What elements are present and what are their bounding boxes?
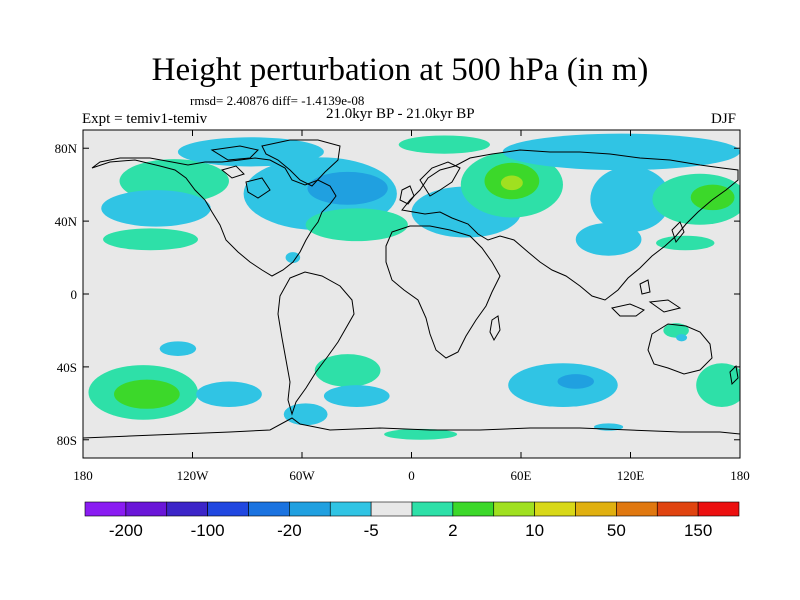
anomaly-region-6 (305, 208, 408, 242)
x-tick-label: 120E (617, 468, 645, 483)
x-tick-label: 180 (730, 468, 750, 483)
anomaly-region-18 (285, 252, 301, 264)
anomaly-region-21 (114, 379, 180, 409)
anomaly-region-10 (500, 175, 523, 191)
x-tick-label: 180 (73, 468, 93, 483)
anomaly-region-29 (384, 428, 458, 440)
coast-british-isles (399, 185, 415, 205)
colorbar-box-2 (166, 501, 208, 517)
colorbar-label: -200 (109, 521, 143, 540)
anomaly-region-22 (196, 381, 262, 407)
colorbar-box-11 (534, 501, 576, 517)
coast-hudson-bay (245, 177, 271, 199)
stats-subtitle: rmsd= 2.40876 diff= -1.4139e-08 (190, 93, 365, 108)
experiment-label: Expt = temiv1-temiv (82, 111, 208, 127)
coast-australia (647, 323, 713, 375)
map-title: Height perturbation at 500 hPa (in m) (151, 52, 649, 88)
anomaly-region-4 (307, 171, 388, 205)
coast-madagascar (489, 315, 501, 342)
x-tick-label: 60E (511, 468, 532, 483)
colorbar-box-4 (248, 501, 290, 517)
y-tick-label: 0 (71, 287, 78, 302)
anomaly-field (88, 133, 740, 440)
coast-japan (671, 221, 685, 244)
y-tick-label: 40N (55, 214, 78, 229)
colorbar-label: 10 (525, 521, 544, 540)
anomaly-region-28 (696, 363, 740, 407)
colorbar-box-3 (207, 501, 249, 517)
colorbar-box-0 (84, 501, 127, 517)
colorbar-label: 50 (607, 521, 626, 540)
colorbar-box-14 (656, 501, 699, 517)
y-tick-label: 80N (55, 141, 78, 156)
anomaly-region-12 (502, 133, 740, 171)
colorbar-box-13 (616, 501, 658, 517)
colorbar-box-12 (575, 501, 617, 517)
colorbar-box-9 (452, 501, 495, 517)
anomaly-region-5 (177, 137, 324, 167)
colorbar-label: -5 (364, 521, 379, 540)
anomaly-region-2 (103, 228, 198, 251)
colorbar-box-7 (370, 501, 413, 517)
coast-south-america (277, 271, 355, 416)
anomaly-region-14 (575, 222, 642, 256)
anomaly-region-23 (314, 354, 381, 387)
anomaly-region-19 (159, 341, 197, 356)
anomaly-region-16 (690, 184, 735, 211)
coast-arctic-islands (210, 145, 259, 179)
anomaly-region-32 (676, 334, 688, 342)
colorbar-box-15 (697, 501, 740, 517)
colorbar-box-5 (289, 501, 331, 517)
coast-antarctica (83, 417, 740, 439)
colorbar-box-10 (493, 501, 535, 517)
colorbar-box-1 (125, 501, 168, 517)
colorbar-labels: -200 -100 -20 -5 2 10 50 150 (109, 521, 712, 540)
coastlines (83, 139, 740, 439)
anomaly-region-27 (557, 374, 594, 389)
coast-new-zealand (729, 364, 739, 386)
y-tick-label: 80S (57, 433, 77, 448)
colorbar-box-8 (411, 501, 454, 517)
coast-africa (385, 225, 501, 359)
period-label: 21.0kyr BP - 21.0kyr BP (326, 106, 475, 122)
colorbar-label: 2 (448, 521, 457, 540)
coast-scandinavia (419, 161, 461, 197)
coast-se-asia-islands (611, 279, 682, 317)
x-tick-label: 120W (177, 468, 210, 483)
colorbar-boxes (84, 501, 740, 517)
coast-greenland (261, 139, 341, 187)
season-label: DJF (711, 111, 737, 127)
coast-north-america (91, 157, 337, 277)
anomaly-region-24 (323, 385, 390, 407)
anomaly-region-11 (398, 135, 490, 154)
anomaly-region-17 (656, 235, 715, 251)
y-tick-label: 40S (57, 360, 77, 375)
x-tick-label: 0 (408, 468, 415, 483)
colorbar-label: 150 (684, 521, 712, 540)
anomaly-region-13 (590, 166, 671, 233)
coast-eurasia (401, 149, 739, 301)
anomaly-region-1 (101, 190, 211, 227)
colorbar-label: -20 (277, 521, 302, 540)
anomaly-region-31 (663, 323, 689, 338)
axis-ticks: 80N 40N 0 40S 80S 180 120W 60W 0 60E 120E 180 (55, 130, 750, 483)
colorbar-label: -100 (191, 521, 225, 540)
x-tick-label: 60W (289, 468, 315, 483)
colorbar-box-6 (329, 501, 372, 517)
